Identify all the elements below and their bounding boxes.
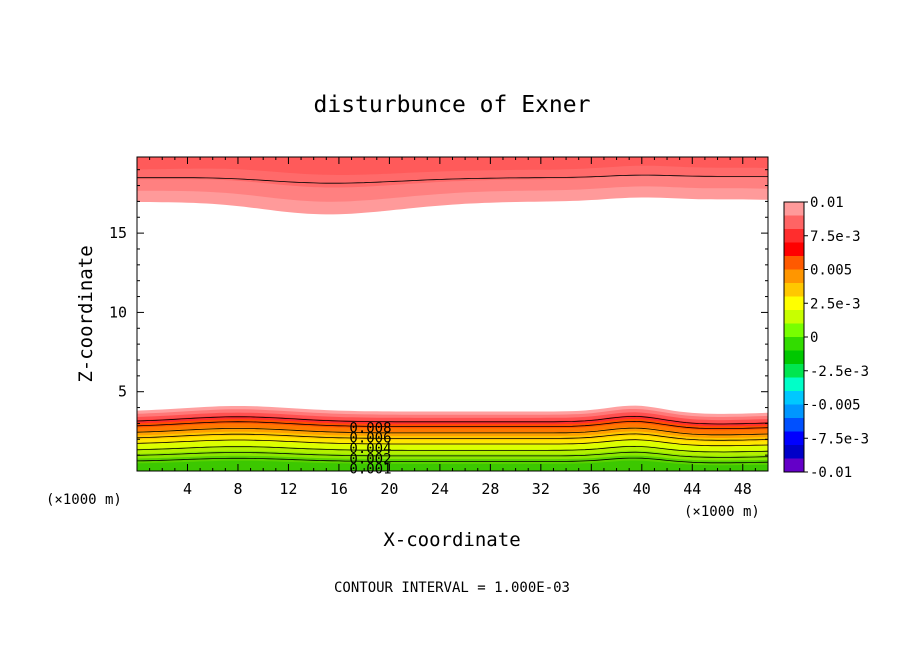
top-bands [137,157,768,215]
colorbar-label: -2.5e-3 [810,364,869,380]
colorbar-swatch [784,310,804,324]
x-ticks: 4 8 12 16 20 24 28 32 36 40 44 48 [149,157,756,498]
colorbar-label: 0.005 [810,263,852,279]
colorbar-swatch [784,431,804,446]
contour-line [136,427,769,436]
colorbar-swatch [784,256,804,270]
x-tick-label: 32 [532,480,550,498]
contour-label: 0.004 [349,441,391,457]
x-tick-label: 8 [233,480,242,498]
x-tick-label: 24 [431,480,449,498]
y-tick-label: 15 [109,224,127,242]
colorbar-swatch [784,337,804,351]
colorbar-swatch [784,296,804,311]
colorbar [783,201,805,473]
colorbar-swatch [784,269,804,284]
contour-line [136,415,769,425]
colorbar-swatch [784,350,804,365]
colorbar-swatch [784,458,804,473]
colorbar-label: 2.5e-3 [810,296,861,312]
contour-line [136,439,769,447]
colorbar-label: 7.5e-3 [810,229,861,245]
x-tick-label: 40 [633,480,651,498]
contour-line [136,420,769,429]
contour-line [136,457,769,464]
colorbar-swatch [784,323,804,338]
colorbar-swatch [784,364,804,378]
y-axis-label: Z-coordinate [75,245,97,382]
y-tick-label: 5 [118,383,127,401]
colorbar-swatch [784,391,804,405]
colorbar-label: 0 [810,330,818,346]
contour-label: 0.001 [349,462,391,478]
contour-interval-footer: CONTOUR INTERVAL = 1.000E-03 [334,580,570,596]
chart-title: disturbunce of Exner [314,92,591,118]
top-band [137,157,768,175]
x-tick-label: 16 [330,480,348,498]
colorbar-swatch [784,242,804,257]
contour-lines [136,174,769,464]
colorbar-label: -7.5e-3 [810,431,869,447]
x-tick-label: 36 [582,480,600,498]
y-ticks: 5 10 15 [109,169,768,456]
x-tick-label: 28 [481,480,499,498]
x-axis-label: X-coordinate [383,529,520,551]
x-tick-label: 48 [734,480,752,498]
contour-label: 0.006 [349,431,391,447]
contour-line [136,433,769,441]
contour-label: 0.008 [349,420,391,436]
x-tick-label: 12 [279,480,297,498]
contour-line [137,174,769,184]
colorbar-label: -0.005 [810,398,861,414]
x-tick-label: 20 [380,480,398,498]
colorbar-label: -0.01 [810,465,852,481]
x-unit-right: (×1000 m) [684,504,760,520]
bottom-bands [137,405,768,471]
bottom-band [137,460,768,471]
colorbar-swatch [784,377,804,392]
x-tick-label: 44 [683,480,701,498]
colorbar-swatch [784,215,804,230]
colorbar-swatch [784,202,804,216]
y-tick-label: 10 [109,303,127,321]
contour-line [136,451,769,458]
colorbar-label: 0.01 [810,195,844,211]
contour-line [136,445,769,453]
x-unit-left: (×1000 m) [46,492,122,508]
contour-label: 0.002 [349,451,391,467]
colorbar-swatch [784,445,804,459]
colorbar-swatch [784,404,804,419]
colorbar-labels: 0.01 7.5e-3 0.005 2.5e-3 0 -2.5e-3 -0.005 -7.5e… [804,195,869,481]
colorbar-swatch [784,229,804,243]
x-tick-label: 4 [183,480,192,498]
colorbar-swatch [784,418,804,432]
colorbar-swatch [784,283,804,297]
